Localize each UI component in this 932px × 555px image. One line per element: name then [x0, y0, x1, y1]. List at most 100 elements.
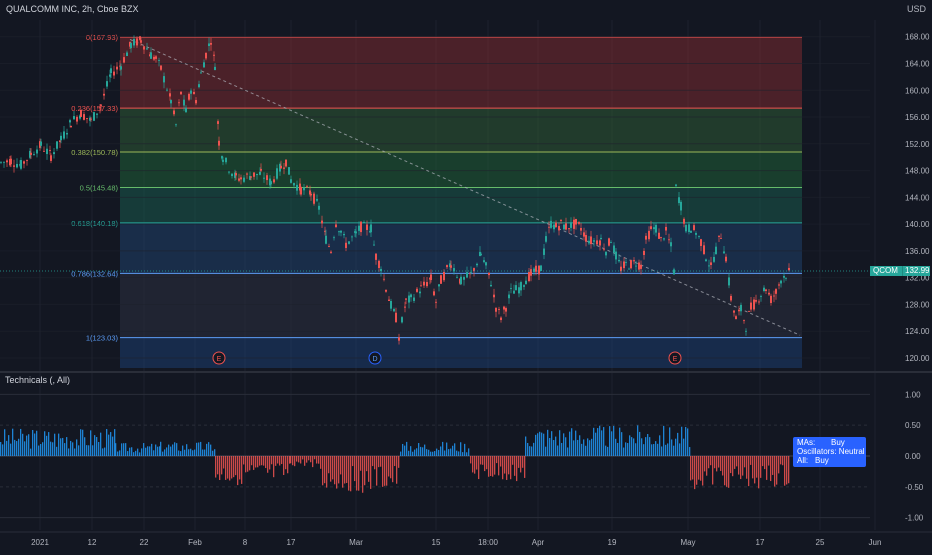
candle[interactable]	[663, 238, 665, 240]
candle[interactable]	[46, 148, 48, 155]
candle[interactable]	[543, 248, 545, 255]
candle[interactable]	[420, 285, 422, 287]
candle[interactable]	[405, 298, 407, 300]
candle[interactable]	[243, 177, 245, 182]
candle[interactable]	[645, 235, 647, 240]
candle[interactable]	[738, 309, 740, 312]
candle[interactable]	[263, 177, 265, 179]
candle[interactable]	[456, 276, 458, 278]
candle[interactable]	[116, 66, 118, 70]
candle[interactable]	[683, 218, 685, 224]
candle[interactable]	[443, 271, 445, 281]
candle[interactable]	[505, 308, 507, 312]
candle[interactable]	[655, 224, 657, 233]
candle[interactable]	[180, 91, 182, 95]
candle[interactable]	[318, 205, 320, 210]
candle[interactable]	[720, 238, 722, 240]
candle[interactable]	[188, 93, 190, 100]
candle[interactable]	[385, 289, 387, 292]
candle[interactable]	[520, 282, 522, 291]
candle[interactable]	[608, 238, 610, 246]
candle[interactable]	[525, 280, 527, 285]
candle[interactable]	[103, 93, 105, 96]
candle[interactable]	[470, 271, 472, 273]
candle[interactable]	[155, 56, 157, 59]
candle[interactable]	[383, 278, 385, 280]
candle[interactable]	[705, 259, 707, 261]
candle[interactable]	[435, 301, 437, 303]
candle[interactable]	[0, 161, 2, 163]
candle[interactable]	[310, 193, 312, 196]
candle[interactable]	[685, 225, 687, 232]
candle[interactable]	[200, 72, 202, 74]
candle[interactable]	[498, 309, 500, 310]
candle[interactable]	[93, 112, 95, 121]
candle[interactable]	[518, 287, 520, 294]
candle[interactable]	[375, 253, 377, 260]
candle[interactable]	[360, 221, 362, 233]
candle[interactable]	[83, 114, 85, 120]
candle[interactable]	[136, 38, 138, 46]
candle[interactable]	[60, 135, 62, 141]
technicals-indicator-title[interactable]: Technicals (, All)	[5, 375, 71, 385]
candle[interactable]	[673, 269, 675, 275]
candle[interactable]	[593, 240, 595, 242]
candle[interactable]	[140, 40, 142, 43]
candle[interactable]	[469, 272, 471, 274]
candle[interactable]	[338, 231, 340, 233]
candle[interactable]	[113, 71, 115, 76]
candle[interactable]	[316, 199, 318, 201]
candle[interactable]	[345, 242, 347, 248]
candle[interactable]	[203, 62, 205, 68]
candle[interactable]	[768, 292, 770, 295]
candle[interactable]	[713, 256, 715, 262]
candle[interactable]	[728, 277, 730, 286]
candle[interactable]	[735, 316, 737, 320]
candle[interactable]	[30, 152, 32, 155]
candle[interactable]	[483, 260, 485, 263]
candle[interactable]	[40, 141, 42, 146]
candle[interactable]	[390, 300, 392, 309]
candle[interactable]	[378, 260, 380, 268]
candle[interactable]	[463, 277, 465, 280]
candle[interactable]	[770, 295, 772, 304]
candle[interactable]	[540, 265, 542, 271]
candle[interactable]	[783, 275, 785, 278]
candle[interactable]	[10, 158, 12, 165]
candle[interactable]	[488, 272, 490, 276]
candle[interactable]	[266, 175, 268, 181]
candle[interactable]	[718, 235, 720, 237]
candle[interactable]	[100, 104, 102, 106]
candle[interactable]	[578, 222, 580, 224]
candle[interactable]	[466, 272, 468, 278]
candle[interactable]	[538, 265, 540, 275]
candle[interactable]	[548, 226, 550, 228]
candle[interactable]	[426, 282, 428, 287]
candle[interactable]	[119, 65, 121, 67]
candle[interactable]	[416, 288, 418, 292]
candle[interactable]	[256, 173, 258, 176]
candle[interactable]	[723, 251, 725, 254]
candle[interactable]	[218, 140, 220, 146]
candle[interactable]	[573, 219, 575, 229]
candle[interactable]	[550, 220, 552, 228]
candle[interactable]	[306, 186, 308, 188]
candle[interactable]	[23, 161, 25, 164]
candle[interactable]	[780, 280, 782, 284]
candle[interactable]	[43, 150, 45, 152]
candle[interactable]	[238, 178, 240, 181]
earnings-marker-icon[interactable]	[668, 351, 682, 365]
candle[interactable]	[351, 236, 353, 238]
candle[interactable]	[433, 291, 435, 296]
candle[interactable]	[758, 301, 760, 303]
currency-label[interactable]: USD	[906, 4, 926, 14]
candle[interactable]	[613, 245, 615, 253]
candle[interactable]	[175, 124, 177, 126]
candle[interactable]	[163, 76, 165, 83]
candle[interactable]	[99, 107, 101, 109]
candle[interactable]	[650, 226, 652, 229]
candle[interactable]	[633, 260, 635, 262]
candle[interactable]	[328, 245, 330, 247]
candle[interactable]	[763, 287, 765, 292]
candle[interactable]	[690, 230, 692, 233]
